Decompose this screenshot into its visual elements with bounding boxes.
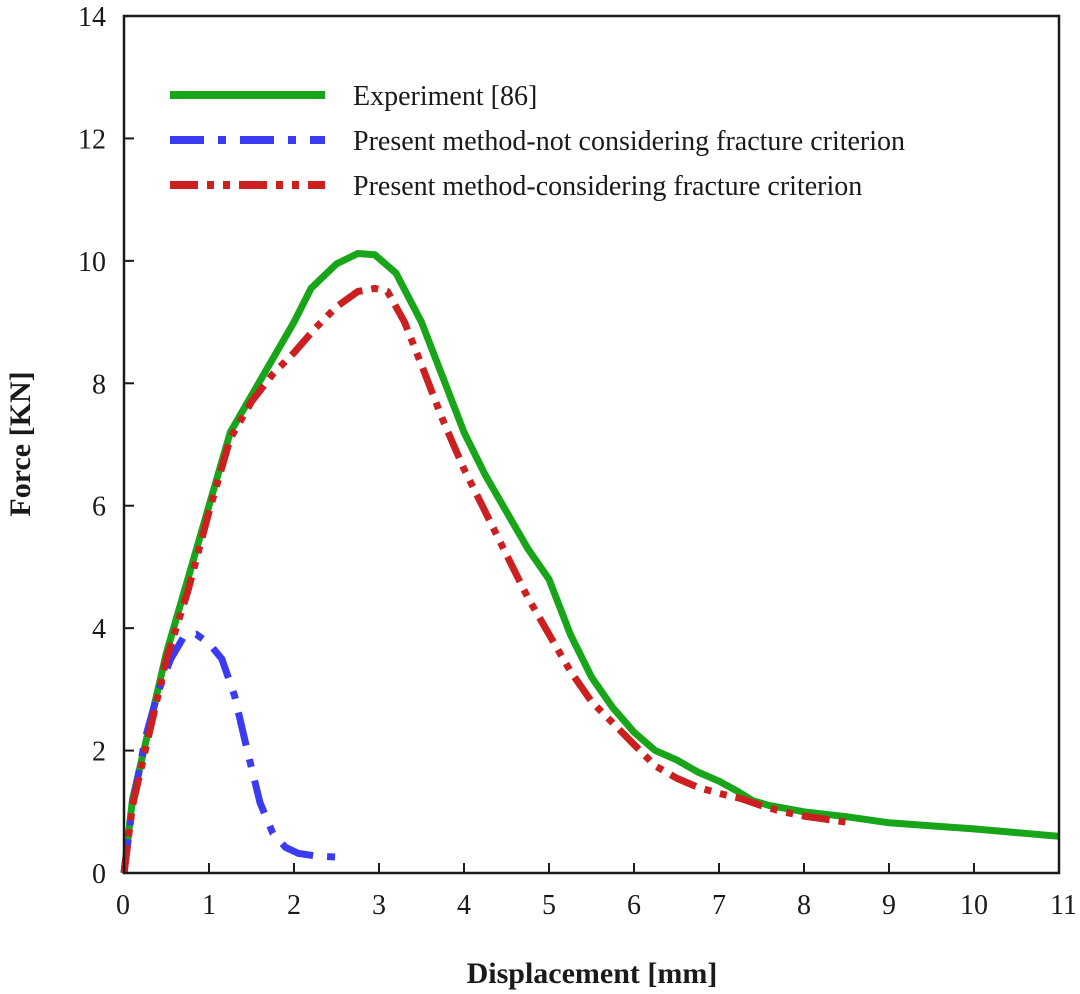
- x-tick-label: 2: [287, 890, 301, 921]
- x-tick-label: 9: [882, 890, 896, 921]
- series-layer: [120, 250, 1060, 874]
- series-line-1: [120, 250, 1060, 874]
- x-tick-label: 1: [202, 890, 216, 921]
- x-tick-label: 4: [457, 890, 471, 921]
- series-line-2: [120, 630, 346, 874]
- legend-label-1: Experiment [86]: [353, 81, 537, 112]
- y-tick-label: 8: [92, 369, 106, 400]
- x-tick-label: 8: [797, 890, 811, 921]
- x-tick-label: 11: [1050, 890, 1077, 921]
- x-tick-label: 0: [116, 890, 130, 921]
- y-tick-label: 10: [78, 247, 106, 278]
- x-axis-title: Displacement [mm]: [467, 957, 718, 990]
- x-tick-label: 5: [542, 890, 556, 921]
- series-line-3: [120, 284, 848, 874]
- y-tick-label: 4: [92, 614, 106, 645]
- plot-frame: [122, 14, 1061, 875]
- x-ticks: 0 1 2 3 4 5 6 7 8 9 10 11: [116, 863, 1077, 921]
- y-tick-label: 0: [92, 859, 106, 890]
- y-tick-label: 14: [78, 2, 106, 33]
- y-ticks: 0 2 4 6 8 10 12 14: [78, 2, 134, 890]
- x-tick-label: 3: [372, 890, 386, 921]
- x-tick-label: 6: [627, 890, 641, 921]
- legend-label-3: Present method-considering fracture crit…: [353, 171, 862, 202]
- x-tick-label: 10: [960, 890, 988, 921]
- x-tick-label: 7: [712, 890, 726, 921]
- y-tick-label: 2: [92, 737, 106, 768]
- legend: Experiment [86] Present method-not consid…: [170, 81, 905, 202]
- y-axis-title: Force [KN]: [4, 371, 37, 516]
- y-tick-label: 12: [78, 124, 106, 155]
- legend-label-2: Present method-not considering fracture …: [353, 126, 905, 157]
- y-tick-label: 6: [92, 492, 106, 523]
